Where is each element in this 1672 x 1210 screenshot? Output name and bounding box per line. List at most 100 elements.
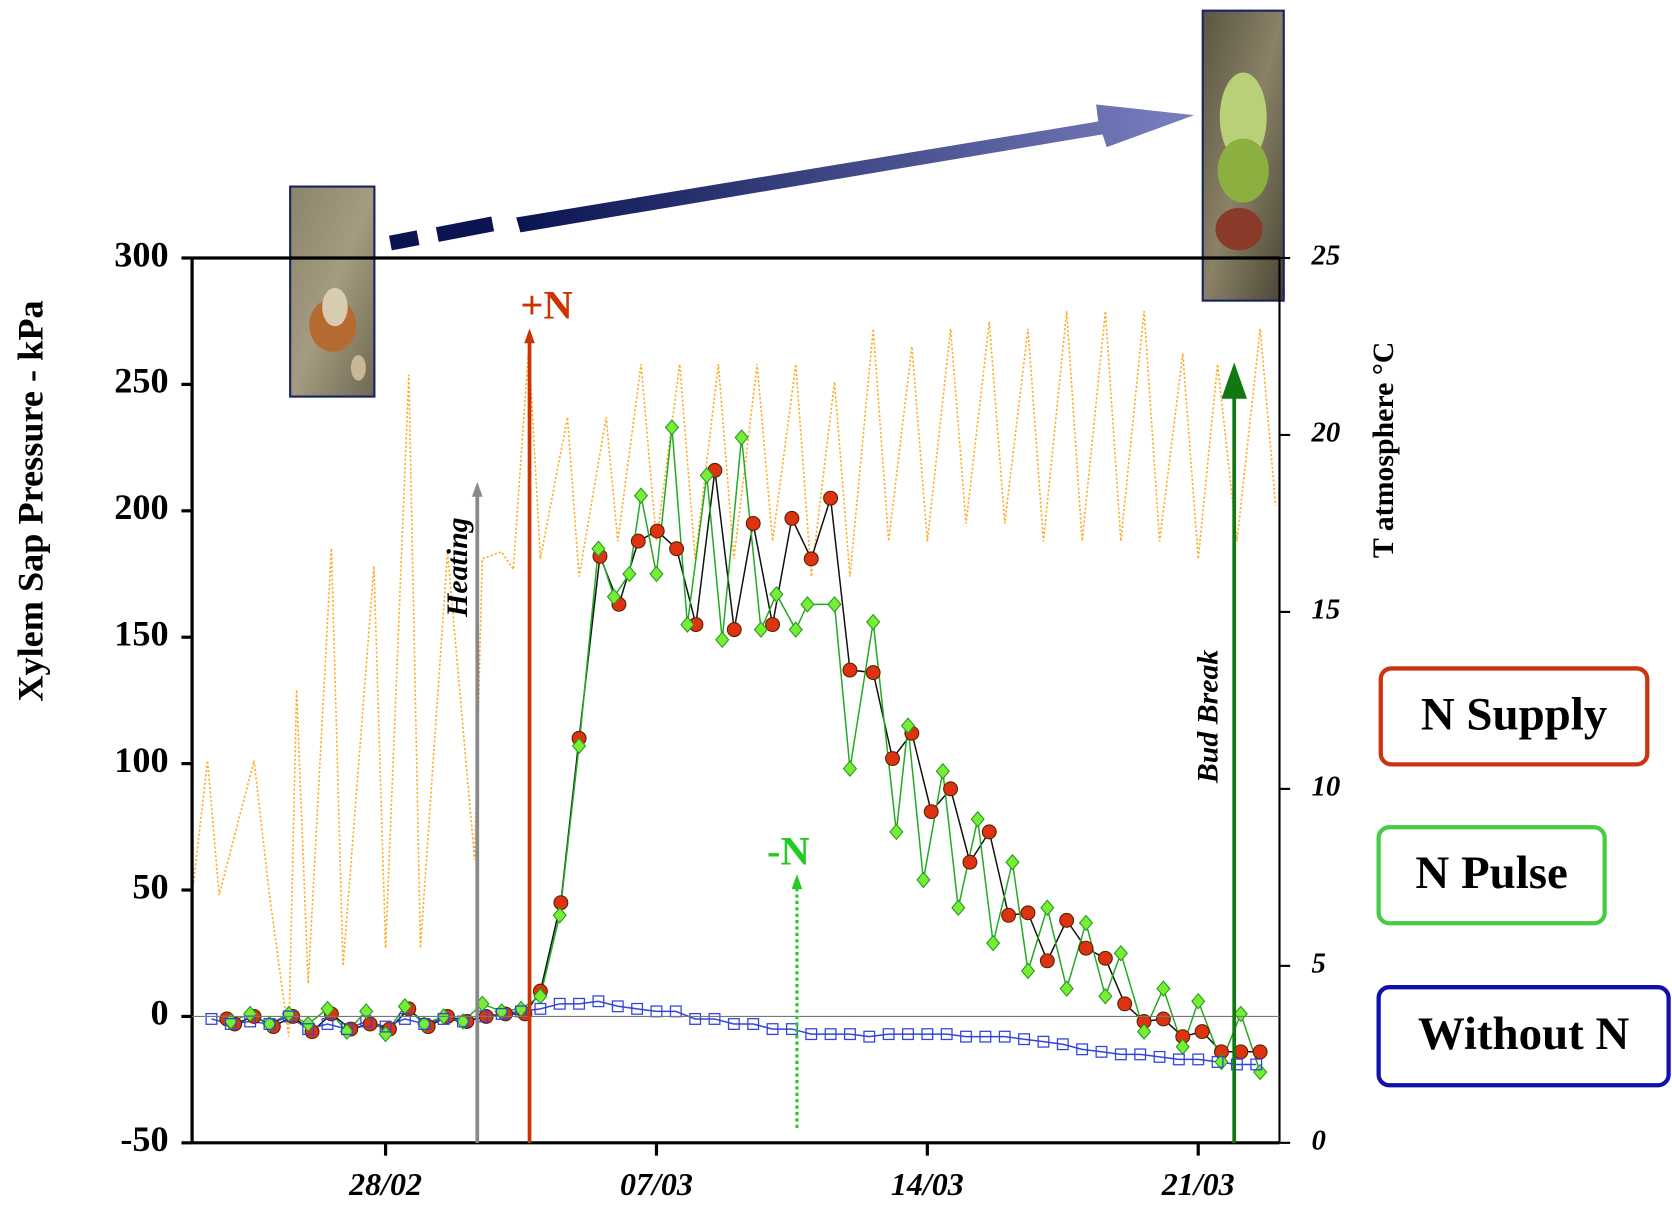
marker (803, 551, 819, 567)
marker (865, 665, 881, 681)
marker (766, 1023, 779, 1036)
y2-tick-label: 15 (1311, 594, 1340, 626)
legend-box (1376, 825, 1607, 926)
annotation-label: Bud Break (1192, 650, 1225, 785)
marker (649, 523, 665, 539)
marker (882, 1028, 895, 1041)
marker (1076, 1043, 1089, 1056)
marker (680, 616, 695, 633)
bud-photo-closed (289, 185, 376, 398)
marker (1020, 962, 1036, 980)
marker (437, 1012, 450, 1025)
y-tick-label: 0 (151, 993, 169, 1033)
y2-tick-label: 0 (1311, 1124, 1325, 1156)
marker (649, 565, 664, 583)
marker (1098, 987, 1113, 1005)
arrow-head (524, 328, 535, 344)
temperature-line (191, 311, 1277, 1037)
y-tick-label: 100 (114, 740, 168, 780)
marker (747, 1018, 760, 1030)
marker (1059, 912, 1075, 928)
marker (1194, 1024, 1210, 1040)
marker (1020, 905, 1036, 921)
marker (398, 1012, 411, 1025)
marker (534, 1002, 547, 1015)
legend-box (1376, 985, 1671, 1088)
marker (788, 621, 803, 638)
marker (753, 621, 769, 638)
marker (1078, 940, 1094, 956)
marker (1211, 1055, 1224, 1068)
marker (1097, 950, 1113, 966)
marker (1153, 1050, 1166, 1063)
marker (784, 510, 800, 526)
marker (1095, 1045, 1108, 1058)
y2-tick-label: 5 (1311, 947, 1325, 979)
marker (1117, 996, 1133, 1012)
marker (592, 995, 605, 1008)
marker (1056, 1038, 1069, 1051)
annotation-label: +N (520, 282, 572, 327)
marker (321, 1018, 334, 1030)
marker (359, 1003, 374, 1020)
marker (765, 617, 781, 633)
marker (263, 1018, 276, 1030)
arrow-head (471, 481, 483, 497)
marker (902, 1028, 914, 1041)
marker (669, 541, 685, 557)
marker (923, 804, 939, 820)
marker (1040, 899, 1055, 917)
marker (591, 540, 606, 558)
marker (916, 871, 931, 889)
marker (900, 717, 916, 734)
growth-arrow (388, 104, 1195, 251)
y2-tick-label: 20 (1310, 417, 1340, 449)
x-tick-label: 14/03 (891, 1167, 964, 1202)
series-line (230, 427, 1261, 1073)
marker (339, 1023, 354, 1040)
y-tick-label: 150 (114, 614, 168, 654)
marker (630, 533, 646, 549)
marker (1001, 907, 1017, 923)
marker (734, 429, 749, 446)
marker (951, 899, 966, 917)
marker (1155, 1011, 1171, 1027)
marker (708, 1012, 721, 1025)
marker (418, 1018, 431, 1030)
marker (689, 1012, 702, 1025)
marker (664, 419, 680, 436)
marker (1191, 992, 1206, 1010)
marker (633, 487, 649, 504)
marker (340, 1023, 353, 1036)
marker (631, 1002, 644, 1015)
y-tick-label: 50 (132, 866, 168, 906)
marker (495, 1007, 508, 1020)
marker (842, 662, 858, 678)
marker (699, 467, 714, 484)
marker (205, 1012, 218, 1025)
x-tick-label: 21/03 (1161, 1167, 1235, 1202)
marker (960, 1030, 973, 1043)
marker (769, 585, 784, 603)
legend-box (1378, 666, 1650, 767)
marker (863, 1030, 876, 1043)
marker (866, 613, 881, 631)
marker (1136, 1023, 1152, 1040)
marker (1252, 1044, 1268, 1060)
marker (1005, 853, 1020, 871)
annotation-label: Heating (441, 517, 474, 618)
marker (998, 1030, 1011, 1043)
legend-label: N Pulse (1415, 847, 1567, 899)
y2-axis-title: T atmosphere °C (1367, 342, 1400, 558)
marker (885, 751, 900, 767)
marker (1230, 1058, 1243, 1071)
marker (417, 1015, 432, 1033)
y-tick-label: -50 (120, 1119, 168, 1159)
marker (1214, 1053, 1229, 1071)
marker (935, 762, 950, 780)
y2-tick-label: 25 (1310, 240, 1340, 272)
y-tick-label: 250 (114, 361, 168, 401)
marker (302, 1023, 315, 1036)
marker (1172, 1053, 1185, 1066)
